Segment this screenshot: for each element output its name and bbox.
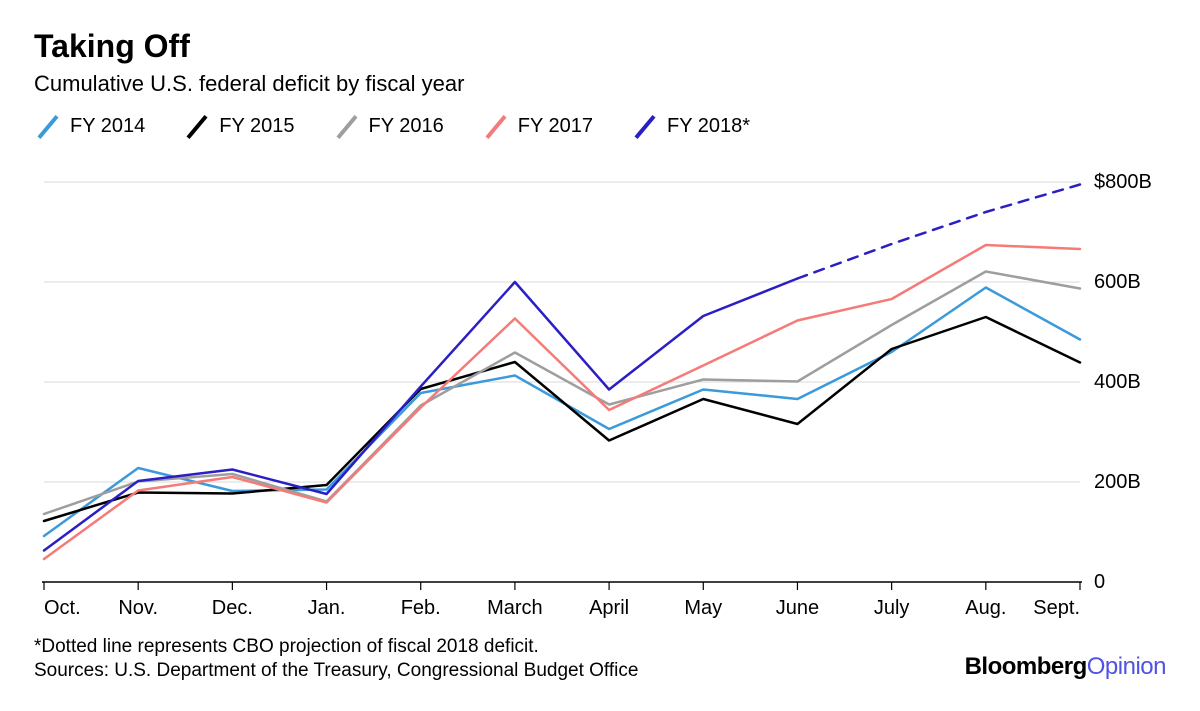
series-line — [44, 288, 1080, 537]
x-tick-label: June — [776, 597, 819, 619]
brand-logo: BloombergOpinion — [965, 653, 1166, 681]
y-tick-label: $800B — [1094, 171, 1152, 193]
x-tick-label: Feb. — [401, 597, 441, 619]
legend-item: FY 2018* — [631, 115, 750, 138]
x-tick-label: May — [684, 597, 722, 619]
legend-swatch — [336, 114, 357, 138]
x-tick-label: Dec. — [212, 597, 253, 619]
legend-swatch — [37, 114, 58, 138]
y-tick-label: 200B — [1094, 471, 1141, 493]
x-tick-label: July — [874, 597, 910, 619]
chart-title: Taking Off — [34, 28, 1166, 65]
legend-item: FY 2014 — [34, 115, 145, 138]
series-line — [44, 272, 1080, 515]
legend-swatch — [187, 114, 208, 138]
y-tick-label: 400B — [1094, 371, 1141, 393]
x-tick-label: Aug. — [965, 597, 1006, 619]
legend: FY 2014 FY 2015 FY 2016 FY 2017 FY 2018* — [34, 115, 1166, 138]
y-tick-label: 600B — [1094, 271, 1141, 293]
legend-item: FY 2017 — [482, 115, 593, 138]
x-tick-label: April — [589, 597, 629, 619]
legend-label: FY 2015 — [219, 115, 294, 138]
chart-container: Taking Off Cumulative U.S. federal defic… — [0, 0, 1200, 711]
brand-part2: Opinion — [1087, 653, 1166, 680]
legend-label: FY 2018* — [667, 115, 750, 138]
legend-label: FY 2016 — [369, 115, 444, 138]
legend-swatch — [485, 114, 506, 138]
legend-label: FY 2017 — [518, 115, 593, 138]
legend-item: FY 2016 — [333, 115, 444, 138]
series-line — [44, 317, 1080, 521]
series-line — [44, 279, 797, 551]
x-tick-label: Jan. — [308, 597, 346, 619]
legend-label: FY 2014 — [70, 115, 145, 138]
legend-item: FY 2015 — [183, 115, 294, 138]
chart-subtitle: Cumulative U.S. federal deficit by fisca… — [34, 71, 1166, 97]
x-tick-label: Sept. — [1033, 597, 1080, 619]
line-chart: 0 200B 400B 600B $800B Oct. Nov. Dec. Jan. Feb. Ma… — [34, 156, 1166, 626]
x-tick-label: Nov. — [118, 597, 158, 619]
y-tick-label: 0 — [1094, 571, 1105, 593]
brand-part1: Bloomberg — [965, 653, 1087, 680]
legend-swatch — [634, 114, 655, 138]
series-projection — [797, 185, 1080, 279]
x-tick-label: Oct. — [44, 597, 81, 619]
x-tick-label: March — [487, 597, 543, 619]
